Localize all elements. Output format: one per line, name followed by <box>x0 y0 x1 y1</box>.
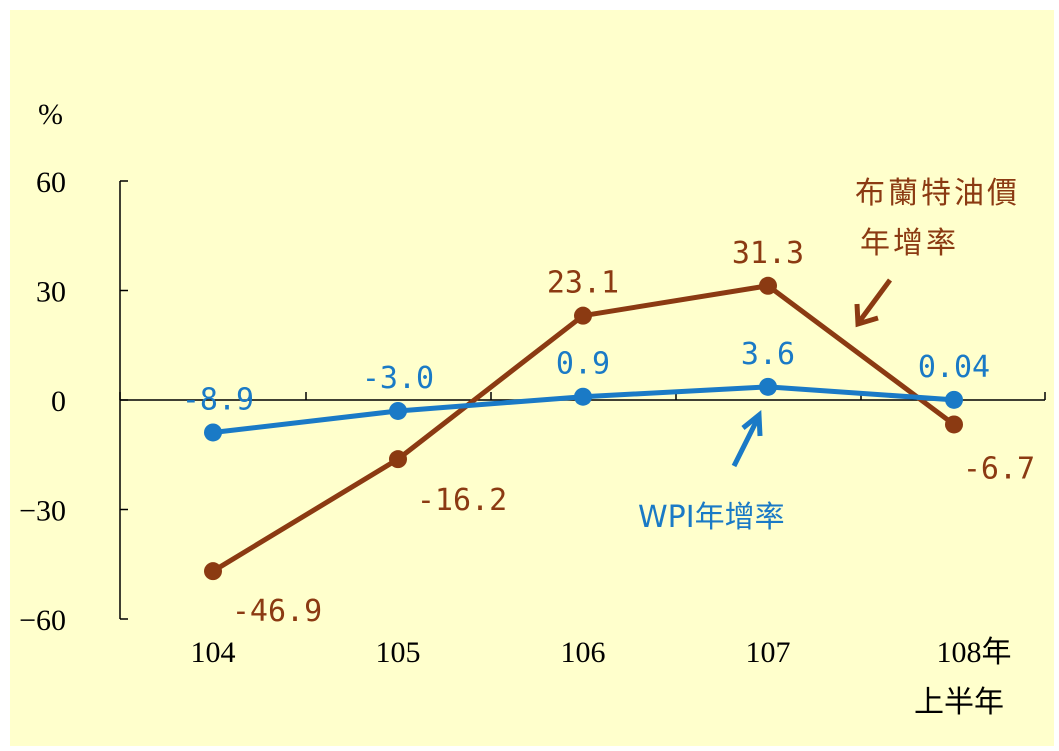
brent-annotation-line1: 布蘭特油價 <box>855 176 1020 211</box>
value-labels: -46.9 -16.2 23.1 31.3 -6.7 -8.9 -3.0 0.9 3.6 0.04 <box>182 236 1035 629</box>
brent-value-label: -6.7 <box>963 451 1035 486</box>
wpi-value-label: -3.0 <box>362 361 434 396</box>
y-tick-label: 30 <box>36 276 66 309</box>
brent-value-label: -46.9 <box>232 594 322 629</box>
chart-panel <box>10 10 1054 746</box>
wpi-value-label: 0.04 <box>918 350 990 385</box>
brent-value-label: -16.2 <box>417 483 507 518</box>
wpi-value-label: 3.6 <box>741 337 795 372</box>
y-tick-label: −30 <box>19 495 66 528</box>
wpi-arrow-icon <box>731 409 763 468</box>
brent-data-point <box>574 306 592 325</box>
x-tick-label: 105 <box>376 636 421 669</box>
series-lines <box>211 283 956 574</box>
wpi-data-point <box>389 401 407 420</box>
y-tick-label: 60 <box>36 166 66 199</box>
wpi-data-point <box>574 387 592 406</box>
y-tick-label: −60 <box>19 604 66 637</box>
x-tick-label: 104 <box>191 636 236 669</box>
brent-data-point <box>389 450 407 469</box>
brent-series-line <box>211 283 956 574</box>
x-tick-label: 106 <box>561 636 606 669</box>
series-points <box>204 276 963 581</box>
wpi-value-label: 0.9 <box>556 347 610 382</box>
brent-value-label: 31.3 <box>732 236 804 271</box>
brent-data-point <box>945 415 963 434</box>
wpi-data-point <box>945 390 963 409</box>
wpi-data-point <box>759 377 777 396</box>
x-tick-label: 108年 <box>937 636 1012 669</box>
y-tick-labels: 60 30 0 −30 −60 <box>19 166 66 637</box>
brent-arrow-icon <box>854 278 893 328</box>
brent-data-point <box>759 276 777 295</box>
wpi-data-point <box>204 423 222 442</box>
x-tick-sublabel: 上半年 <box>914 686 1004 719</box>
series-annotations: 布蘭特油價 年增率 WPI年增率 <box>638 176 1020 535</box>
y-axis-unit-label: % <box>38 98 63 131</box>
y-tick-label: 0 <box>51 385 66 418</box>
wpi-value-label: -8.9 <box>182 382 254 417</box>
brent-value-label: 23.1 <box>547 266 619 301</box>
brent-annotation-line2: 年增率 <box>860 226 959 261</box>
brent-data-point <box>204 562 222 581</box>
x-tick-label: 107 <box>746 636 791 669</box>
wpi-annotation: WPI年增率 <box>638 500 785 535</box>
